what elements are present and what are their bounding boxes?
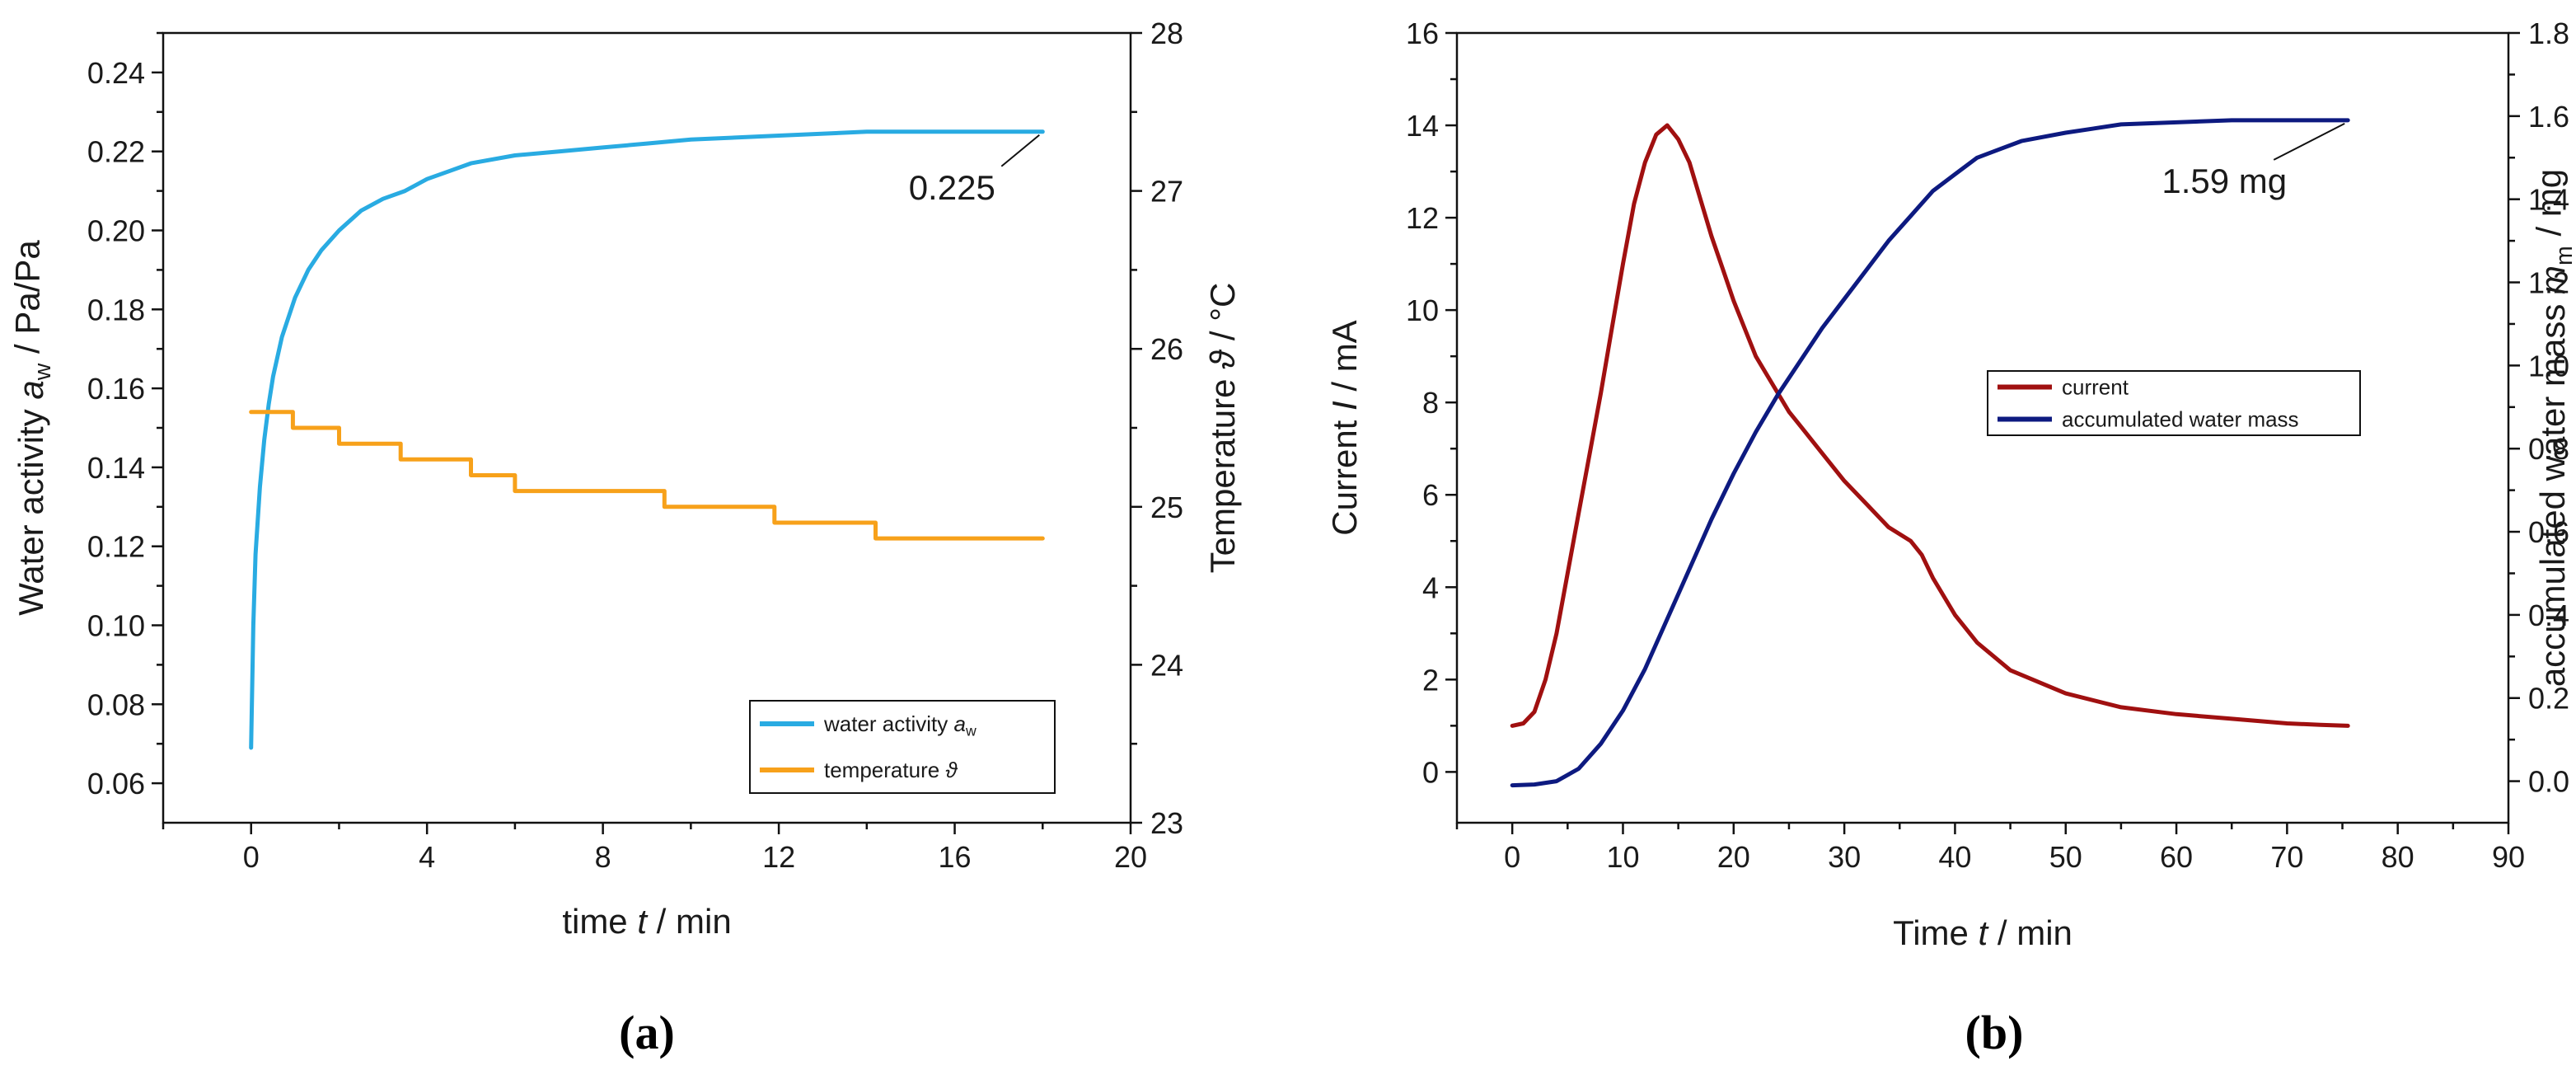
y-right-tick-label-b: 1.8 <box>2528 16 2569 50</box>
y-right-tick-label-b: 0.2 <box>2528 682 2569 716</box>
x-axis-title-a: time t / min <box>562 902 731 941</box>
legend-box-a <box>749 700 1056 794</box>
panel-label-a: (a) <box>619 1006 675 1059</box>
y-right-tick-label-a: 23 <box>1150 806 1183 840</box>
y-right-tick-label-a: 27 <box>1150 175 1183 209</box>
y-right-tick-label-b: 1.4 <box>2528 183 2569 217</box>
x-tick-label-b: 10 <box>1606 840 1639 874</box>
annotation-leader-b <box>2273 122 2345 161</box>
panel-label-b: (b) <box>1965 1006 2024 1059</box>
x-tick-label-b: 90 <box>2492 840 2525 874</box>
legend-label-accumulated-water-mass: accumulated water mass <box>2062 407 2299 432</box>
y-right-tick-label-b: 0.8 <box>2528 432 2569 466</box>
x-tick-label-b: 0 <box>1504 840 1520 874</box>
y-left-tick-label-b: 12 <box>1406 201 1439 235</box>
x-tick-label-b: 60 <box>2160 840 2193 874</box>
y-right-tick-label-a: 24 <box>1150 648 1183 682</box>
legend-label-temperature: temperature ϑ <box>824 758 958 782</box>
x-tick-label-a: 0 <box>243 840 260 874</box>
panel-a: 0 4 8 12 16 20 0.06 0.08 0.10 0.12 0.14 0.16 0.18 0.2… <box>8 16 1242 1059</box>
y-right-tick-label-a: 26 <box>1150 332 1183 366</box>
y-left-tick-label-a: 0.10 <box>87 609 145 643</box>
y-right-tick-label-b: 1.6 <box>2528 100 2569 134</box>
legend-box-b <box>1987 370 2361 436</box>
y-left-tick-label-b: 2 <box>1422 663 1439 697</box>
x-tick-label-b: 40 <box>1938 840 1971 874</box>
legend-label-current: current <box>2062 375 2129 400</box>
y-right-tick-label-b: 1.2 <box>2528 266 2569 300</box>
plot-frame-b <box>1455 31 2510 824</box>
y-right-tick-label-a: 25 <box>1150 491 1183 524</box>
annotation-label-a: 0.225 <box>909 168 995 207</box>
y-left-tick-label-b: 0 <box>1422 755 1439 789</box>
y-right-tick-label-b: 0.0 <box>2528 765 2569 799</box>
y-right-axis-title-a: Temperature ϑ / °C <box>1203 283 1242 574</box>
x-tick-label-b: 20 <box>1717 840 1750 874</box>
y-left-tick-label-b: 6 <box>1422 478 1439 512</box>
x-tick-label-a: 16 <box>939 840 972 874</box>
x-tick-label-a: 4 <box>419 840 435 874</box>
y-right-tick-label-b: 0.4 <box>2528 599 2569 632</box>
y-left-tick-label-a: 0.18 <box>87 293 145 326</box>
y-right-tick-label-b: 1.0 <box>2528 349 2569 383</box>
series-line-water-activity <box>249 129 1045 750</box>
y-left-tick-label-a: 0.06 <box>87 767 145 800</box>
y-left-tick-label-a: 0.16 <box>87 372 145 406</box>
x-axis-title-b: Time t / min <box>1893 913 2073 952</box>
y-left-tick-label-b: 8 <box>1422 386 1439 420</box>
x-tick-label-b: 50 <box>2049 840 2082 874</box>
x-tick-label-a: 20 <box>1114 840 1147 874</box>
x-tick-label-b: 30 <box>1828 840 1861 874</box>
y-right-tick-label-b: 0.6 <box>2528 515 2569 549</box>
x-tick-label-b: 80 <box>2382 840 2414 874</box>
y-right-axis-title-b: accumulated water mass mm / mg <box>2530 169 2576 687</box>
x-tick-label-a: 8 <box>595 840 611 874</box>
annotation-leader-a <box>1000 134 1040 167</box>
legend-label-water-activity: water activity aw <box>823 711 977 739</box>
y-left-tick-label-a: 0.12 <box>87 530 145 564</box>
y-right-tick-label-a: 28 <box>1150 16 1183 50</box>
y-left-tick-label-a: 0.14 <box>87 451 145 485</box>
y-left-tick-label-a: 0.24 <box>87 56 145 90</box>
y-left-tick-label-a: 0.08 <box>87 688 145 721</box>
series-line-current <box>1510 123 2350 728</box>
panel-b: 0 10 20 30 40 50 60 70 80 90 0 2 4 6 8 10 12 14 16 0.0 0.2 0.… <box>1325 16 2576 1059</box>
series-line-temperature <box>249 410 1045 541</box>
x-tick-label-b: 70 <box>2270 840 2303 874</box>
y-left-tick-label-b: 4 <box>1422 570 1439 604</box>
annotation-label-b: 1.59 mg <box>2161 162 2287 200</box>
y-left-tick-label-a: 0.20 <box>87 214 145 248</box>
y-left-axis-title-b: Current I / mA <box>1325 320 1364 535</box>
x-tick-label-a: 12 <box>762 840 795 874</box>
y-left-tick-label-b: 16 <box>1406 16 1439 50</box>
y-left-tick-label-a: 0.22 <box>87 135 145 169</box>
y-left-tick-label-b: 14 <box>1406 109 1439 143</box>
y-left-tick-label-b: 10 <box>1406 293 1439 327</box>
series-line-accumulated-water-mass <box>1510 118 2350 788</box>
y-left-axis-title-a: Water activity aw / Pa/Pa <box>8 240 56 616</box>
